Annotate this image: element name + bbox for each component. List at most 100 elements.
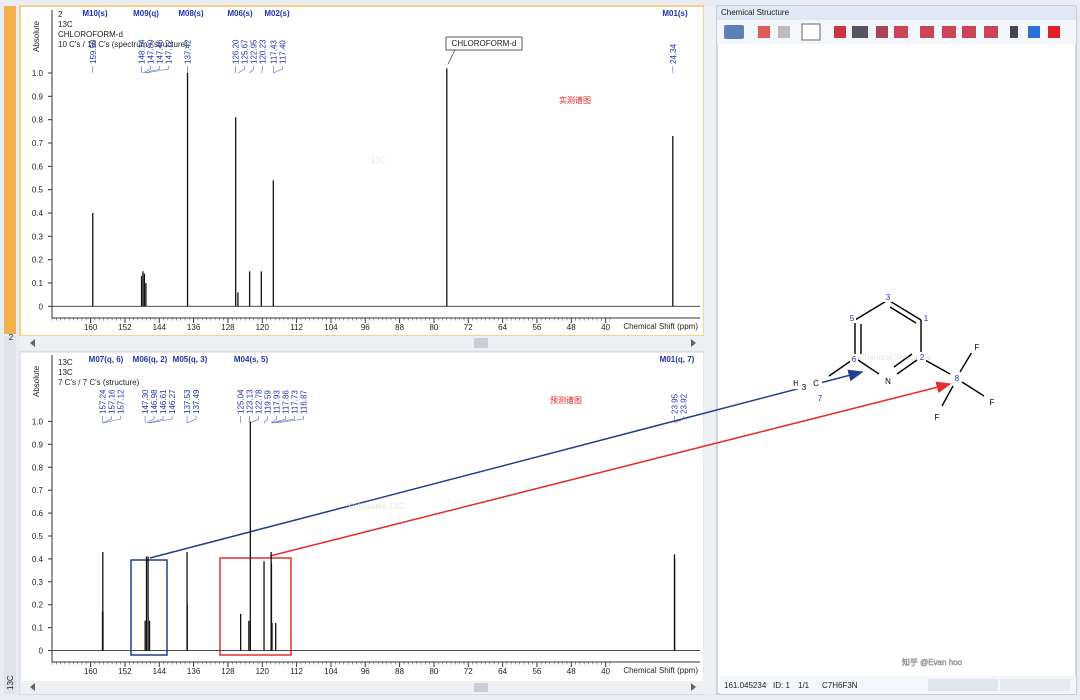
multiplet-label: M09(q) xyxy=(133,9,159,18)
atom-label-bg xyxy=(798,380,810,393)
tool-icon[interactable] xyxy=(724,25,744,39)
vertical-scrollbar[interactable] xyxy=(704,6,716,694)
atom-number: 1 xyxy=(924,314,929,323)
annotation: 实测谱图 xyxy=(559,95,591,105)
y-tick-label: 1.0 xyxy=(32,69,44,78)
peak-label: 117.43 xyxy=(269,40,278,64)
peak-label-leader xyxy=(248,416,250,424)
horizontal-scrollbar[interactable] xyxy=(20,336,704,350)
tool-icon[interactable] xyxy=(984,26,998,38)
panel-number: 2 xyxy=(9,333,14,342)
tool-icon[interactable] xyxy=(778,26,790,38)
highlight-box-blue xyxy=(130,559,168,656)
top-spectrum-panel xyxy=(19,5,705,337)
scroll-left[interactable] xyxy=(30,683,35,691)
peak-label: 122.78 xyxy=(255,389,264,414)
atom-number: 6 xyxy=(852,355,857,364)
tool-icon[interactable] xyxy=(1010,26,1018,38)
status-text: C7H6F3N xyxy=(822,681,858,690)
active-panel-strip xyxy=(4,6,16,334)
x-axis-label: Chemical Shift (ppm) xyxy=(623,322,698,331)
spectrum-watermark: 13C xyxy=(371,156,386,165)
site-watermark: 知乎 @Evan hoo xyxy=(902,657,963,667)
multiplet-label: M07(q, 6) xyxy=(89,355,124,364)
tool-icon[interactable] xyxy=(852,26,868,38)
tool-icon[interactable] xyxy=(894,26,908,38)
x-axis-label: Chemical Shift (ppm) xyxy=(623,666,698,675)
tool-icon[interactable] xyxy=(876,26,888,38)
y-tick-label: 0.9 xyxy=(32,440,44,449)
peak-label: 117.93 xyxy=(273,390,282,414)
peak-label-leader xyxy=(250,416,259,424)
peak-label-leader xyxy=(273,66,283,74)
atom-number: 3 xyxy=(886,293,891,302)
peak-label-leader xyxy=(263,416,268,424)
header-line: CHLOROFORM-d xyxy=(58,30,123,39)
x-tick-label: 48 xyxy=(567,323,576,332)
peak-label: 122.95 xyxy=(250,39,259,64)
horizontal-scrollbar[interactable] xyxy=(20,681,704,694)
y-tick-label: 0.4 xyxy=(32,209,44,218)
peak-label: 117.73 xyxy=(291,390,300,414)
y-tick-label: 0.7 xyxy=(32,139,44,148)
y-tick-label: 0 xyxy=(39,647,44,656)
peak-label: 147.80 xyxy=(147,39,156,64)
peak-label-leader xyxy=(102,416,112,424)
peak-label-leader xyxy=(187,416,197,424)
highlight-box-red xyxy=(219,557,292,656)
header-line: 10 C's / 10 C's (spectrum / structure) xyxy=(58,40,188,49)
tool-icon[interactable] xyxy=(834,26,846,38)
x-tick-label: 152 xyxy=(118,667,132,676)
x-tick-label: 72 xyxy=(464,667,473,676)
peak-label: 117.86 xyxy=(282,390,291,414)
tool-icon[interactable] xyxy=(1028,26,1040,38)
scroll-right[interactable] xyxy=(691,683,696,691)
scroll-thumb[interactable] xyxy=(474,683,488,692)
scroll-left[interactable] xyxy=(30,339,35,347)
tool-icon[interactable] xyxy=(942,26,956,38)
atom-symbol: N xyxy=(885,377,891,386)
atom-number: 7 xyxy=(818,394,823,403)
x-tick-label: 48 xyxy=(567,667,576,676)
y-tick-label: 0.2 xyxy=(32,601,44,610)
scroll-right[interactable] xyxy=(691,339,696,347)
structure-watermark: Chemical Structures xyxy=(859,353,931,362)
x-tick-label: 104 xyxy=(324,323,338,332)
status-icons[interactable] xyxy=(928,679,998,691)
peak-label: 137.42 xyxy=(184,39,193,64)
molecule-bonds xyxy=(828,299,985,407)
x-tick-label: 72 xyxy=(464,323,473,332)
peak-label-leader xyxy=(146,416,155,424)
y-tick-label: 0.1 xyxy=(32,624,44,633)
tool-icon[interactable] xyxy=(758,26,770,38)
tool-icon[interactable] xyxy=(962,26,976,38)
toolbar-icons[interactable] xyxy=(724,23,1060,41)
x-tick-label: 64 xyxy=(498,323,507,332)
peak-label: 119.59 xyxy=(264,390,273,414)
x-tick-label: 136 xyxy=(187,323,201,332)
scroll-thumb[interactable] xyxy=(474,338,488,348)
tool-icon[interactable] xyxy=(920,26,934,38)
y-axis-label: Absolute xyxy=(32,20,41,52)
x-tick-label: 160 xyxy=(84,323,98,332)
y-tick-label: 0.4 xyxy=(32,555,44,564)
atom-symbol: F xyxy=(935,413,940,422)
peak-label: 157.16 xyxy=(107,389,116,414)
tool-icon[interactable] xyxy=(1048,26,1060,38)
peak-label: 157.12 xyxy=(116,389,125,414)
x-tick-label: 144 xyxy=(153,667,167,676)
peak-label: 148.14 xyxy=(138,39,147,64)
navigation-buttons[interactable] xyxy=(1000,679,1070,691)
peak-label-leader xyxy=(249,66,254,74)
tool-icon[interactable] xyxy=(801,23,821,41)
peak-label: 146.98 xyxy=(150,389,159,414)
header-line: 2 xyxy=(58,10,63,19)
x-tick-label: 160 xyxy=(84,667,98,676)
peak-label: 23.95 xyxy=(670,393,679,414)
mapping-arrow-blue xyxy=(149,369,864,559)
peak-label: 123.13 xyxy=(246,389,255,414)
peak-label-leader xyxy=(237,66,245,74)
peak-label-leader xyxy=(149,416,173,424)
x-tick-label: 128 xyxy=(221,667,235,676)
